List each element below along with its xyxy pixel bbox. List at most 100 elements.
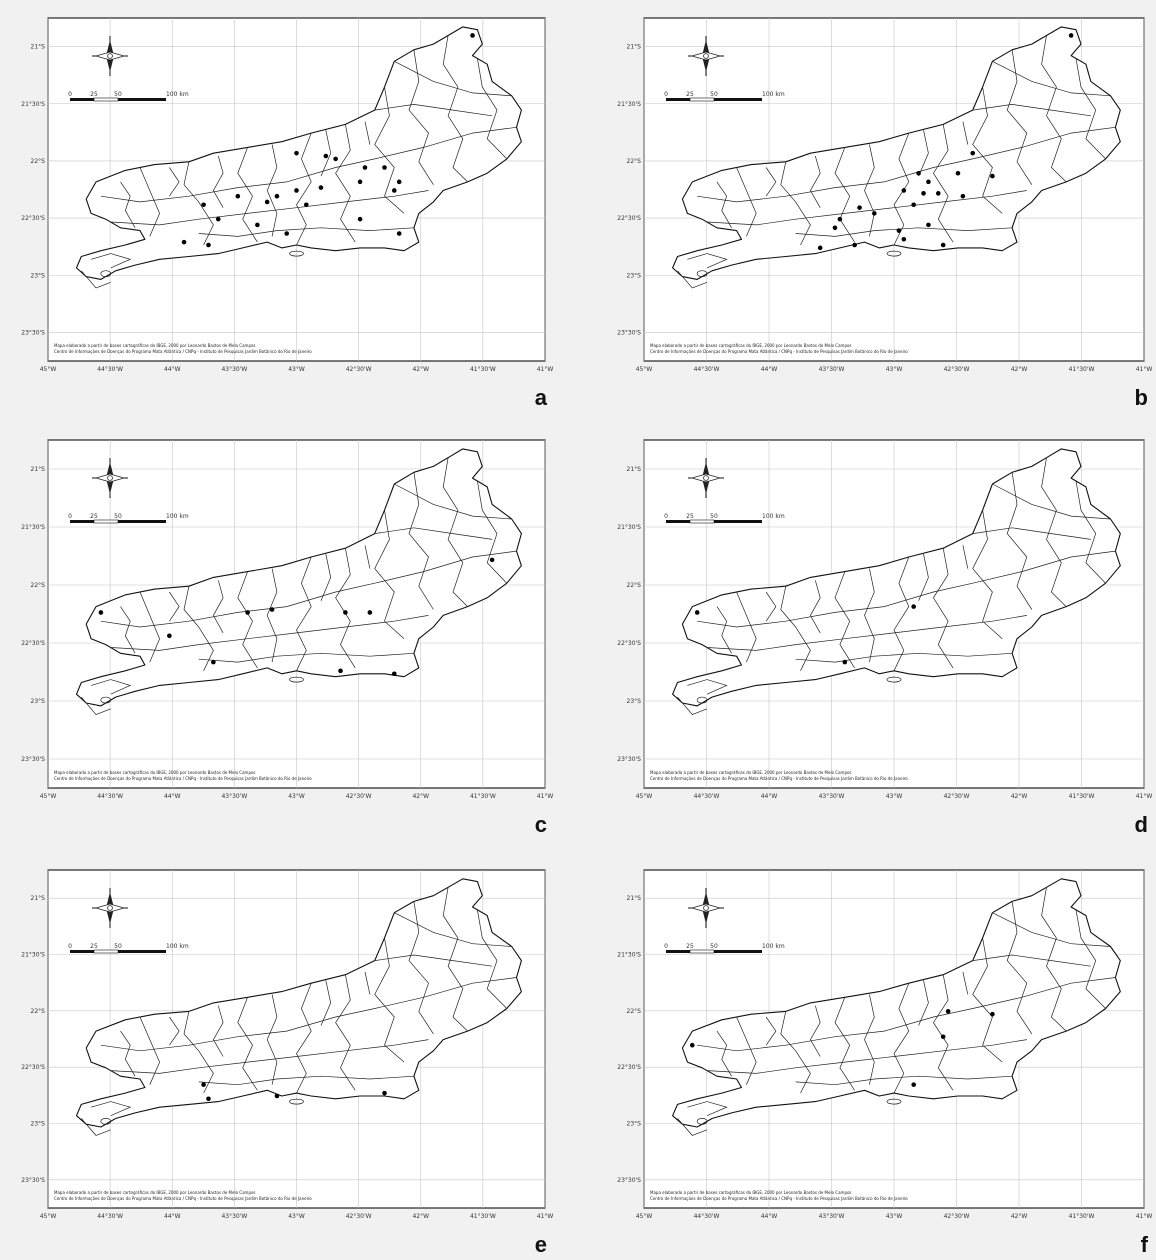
scale-bar [666, 949, 762, 954]
municipal-boundary [677, 696, 708, 716]
panel-letter: a [534, 385, 547, 410]
island-outline [696, 696, 708, 704]
scale-label: 25 [90, 513, 98, 520]
occurrence-point [201, 1082, 206, 1087]
municipal-boundary [677, 270, 708, 289]
municipal-boundaries [677, 457, 1116, 716]
longitude-label: 41°30'W [1069, 793, 1095, 800]
occurrence-point [333, 156, 338, 162]
occurrence-point [357, 216, 363, 222]
municipal-boundary [120, 1030, 136, 1077]
island-outline [100, 1117, 112, 1125]
latitude-label: 23°30'S [617, 756, 641, 763]
municipal-boundary [992, 912, 1111, 947]
latitude-label: 23°S [627, 1121, 642, 1128]
latitude-label: 22°S [627, 1008, 642, 1015]
occurrence-point [842, 659, 848, 665]
occurrence-points [694, 604, 916, 665]
occurrence-point [303, 202, 309, 208]
latitude-label: 22°30'S [21, 1064, 45, 1071]
occurrence-point [940, 1034, 946, 1040]
compass-rose-icon [92, 36, 128, 76]
scale-bar [70, 519, 166, 524]
latitude-label: 21°S [31, 466, 46, 473]
bay-outline [886, 1098, 902, 1105]
longitude-label: 43°W [288, 366, 305, 373]
occurrence-point [926, 222, 931, 228]
municipal-boundary [1075, 480, 1106, 584]
municipal-boundary [212, 1005, 224, 1057]
longitude-label: 42°W [1011, 793, 1028, 800]
longitude-label: 44°30'W [694, 366, 720, 373]
map-graphic: 21°S 21°30'S 22°S 22°30'S 23°S 23°30'S 45°W 44°… [617, 869, 1152, 1220]
occurrence-point [857, 205, 862, 210]
municipal-boundary [198, 652, 414, 663]
municipal-boundary [374, 104, 493, 117]
municipal-boundary [213, 580, 224, 634]
municipal-boundary [266, 994, 278, 1085]
municipal-boundary [687, 1101, 728, 1117]
municipal-boundary [972, 104, 1091, 117]
occurrence-point [837, 216, 843, 222]
municipal-boundary [442, 457, 468, 607]
municipal-boundary [100, 550, 517, 628]
latitude-label: 22°S [31, 1008, 46, 1015]
occurrence-point [357, 179, 363, 185]
municipal-boundaries [81, 887, 517, 1136]
panel-letter: c [534, 812, 547, 837]
municipal-boundary [716, 1030, 732, 1077]
municipal-boundary [697, 550, 1116, 628]
municipal-boundary [706, 190, 1027, 226]
longitude-label: 42°W [1011, 366, 1028, 373]
municipal-boundary [962, 545, 969, 569]
map-graphic: 21°S 21°30'S 22°S 22°30'S 23°S 23°30'S 45°W 44°… [617, 17, 1152, 373]
municipal-boundary [893, 983, 910, 1094]
scale-label: 0 [664, 91, 668, 98]
latitude-label: 21°30'S [617, 952, 641, 959]
scale-bar [666, 519, 762, 524]
occurrence-point [343, 610, 348, 615]
longitude-label: 41°W [537, 366, 554, 373]
state-outline [75, 878, 522, 1128]
municipal-boundary [120, 181, 136, 228]
longitude-label: 45°W [40, 793, 57, 800]
longitude-label: 43°W [886, 366, 903, 373]
occurrence-point [338, 668, 343, 674]
municipal-boundary [1075, 58, 1106, 160]
municipal-boundary [697, 126, 1116, 203]
longitude-label: 44°W [164, 1213, 181, 1220]
scale-label: 50 [710, 943, 718, 950]
longitude-label: 44°30'W [694, 1213, 720, 1220]
occurrence-point [901, 188, 907, 193]
occurrence-point [396, 179, 402, 185]
municipal-boundary [296, 132, 312, 246]
municipal-boundary [237, 997, 258, 1091]
state-outline [672, 26, 1121, 280]
occurrence-point [911, 202, 916, 208]
municipal-boundary [212, 155, 224, 208]
municipal-boundary [834, 997, 855, 1091]
occurrence-point [832, 225, 838, 231]
municipal-boundary [864, 568, 875, 663]
municipal-boundary [834, 147, 855, 243]
occurrence-point [392, 671, 397, 677]
latitude-label: 21°30'S [617, 524, 641, 531]
latitude-label: 23°30'S [617, 329, 641, 336]
municipal-boundary [962, 121, 969, 145]
latitude-label: 21°30'S [21, 524, 45, 531]
municipal-boundary [972, 510, 1003, 639]
longitude-label: 43°30'W [221, 1213, 247, 1220]
latitude-label: 21°S [627, 895, 642, 902]
longitude-label: 44°W [761, 1213, 778, 1220]
map-graphic: 21°S 21°30'S 22°S 22°30'S 23°S 23°30'S 45°W 44°… [617, 439, 1152, 800]
scale-bar [70, 949, 166, 954]
scale-label: 100 km [762, 91, 785, 98]
municipal-boundary [442, 35, 468, 183]
occurrence-point [367, 610, 373, 615]
municipal-boundary [864, 144, 875, 237]
municipal-boundary [169, 1016, 180, 1046]
municipal-boundary [677, 1118, 708, 1136]
map-credit-line: Mapa elaborado a partir de bases cartogr… [54, 770, 256, 775]
scale-label: 50 [710, 513, 718, 520]
municipal-boundary [697, 977, 1116, 1052]
